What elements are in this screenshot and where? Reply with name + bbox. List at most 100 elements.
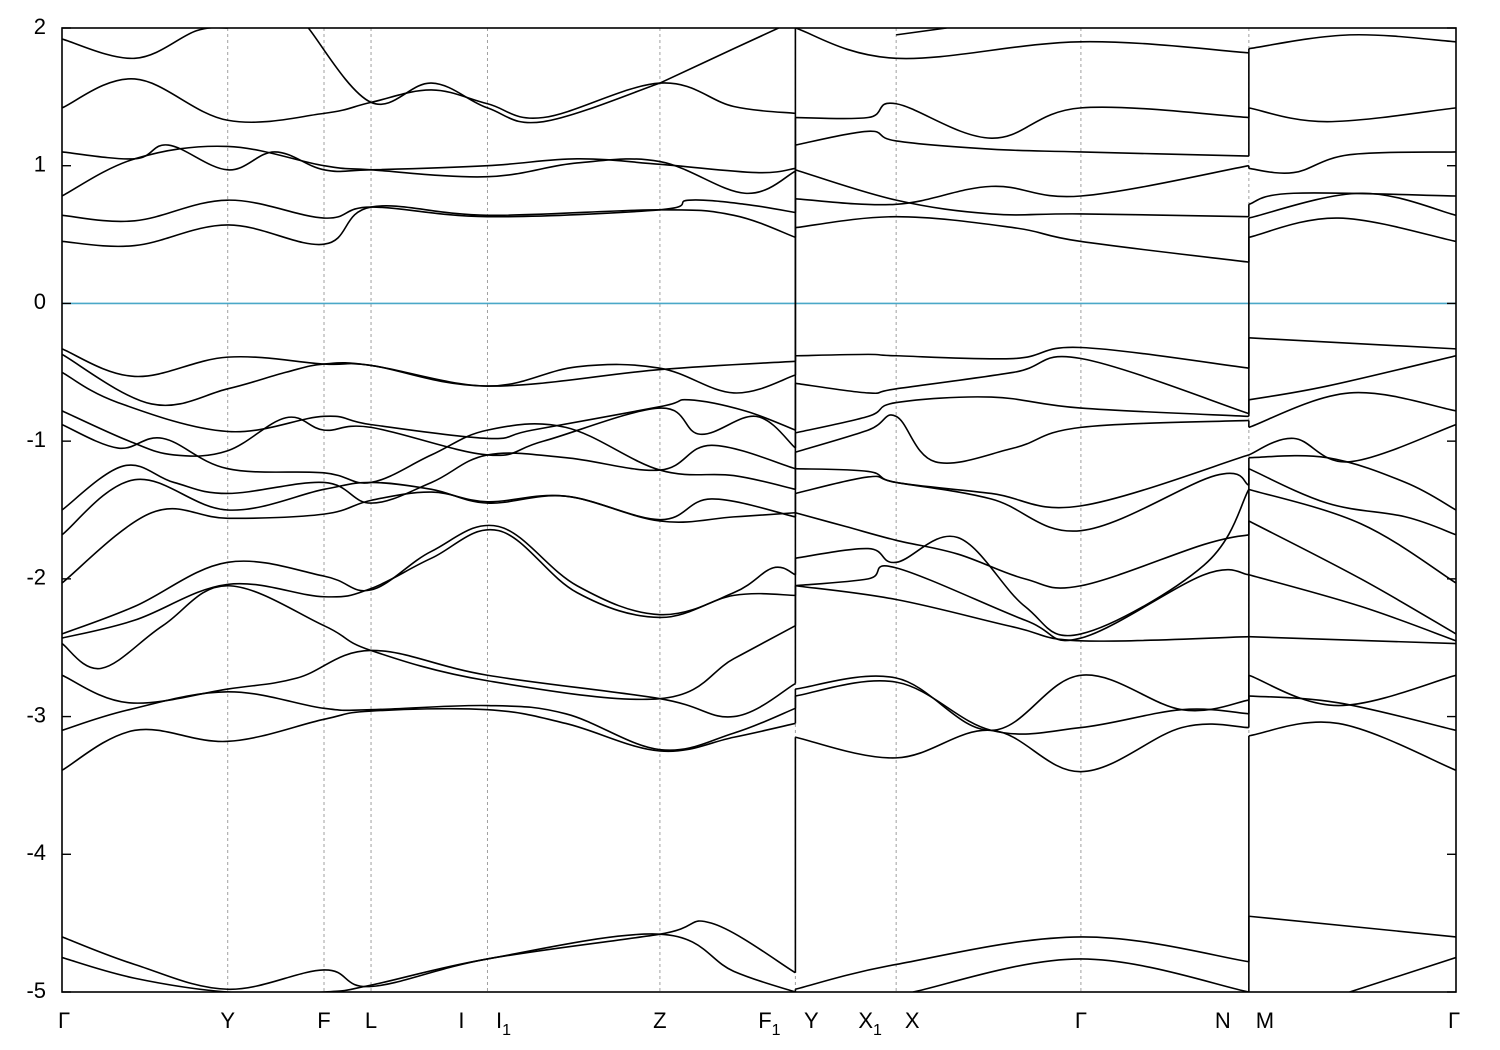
x-tick-label: Γ: [1075, 1008, 1087, 1033]
band-line-21: [62, 28, 228, 60]
vertical-gridlines: [227, 28, 1250, 992]
band-line-55: [1248, 635, 1456, 645]
band-line-48: [1248, 391, 1456, 429]
band-line-59: [1248, 915, 1456, 938]
band-line-39: [795, 215, 1249, 263]
kpoint-label: Γ: [1075, 1008, 1087, 1033]
y-tick-label: 1: [34, 152, 46, 177]
band-line-1: [62, 353, 796, 407]
band-line-2: [62, 371, 796, 440]
kpoint-label: Y: [220, 1008, 235, 1033]
band-line-47: [1248, 354, 1456, 401]
kpoint-label: F: [317, 1008, 330, 1033]
y-tick-label: -5: [26, 978, 46, 1003]
band-line-7: [62, 491, 796, 584]
kpoint-subscript: 1: [873, 1022, 882, 1039]
band-line-6: [62, 478, 796, 536]
band-line-61: [1248, 217, 1456, 243]
x-tick-label: Γ: [1448, 1008, 1460, 1033]
x-tick-label: N: [1215, 1008, 1231, 1033]
band-line-4: [62, 422, 796, 491]
band-line-64: [1248, 151, 1456, 174]
band-line-5: [62, 444, 796, 511]
y-tick-label: 0: [34, 289, 46, 314]
band-line-58: [1248, 721, 1456, 772]
band-curves: [62, 28, 1456, 992]
band-line-25: [795, 355, 1250, 415]
y-tick-label: -3: [26, 702, 46, 727]
band-line-29: [795, 472, 1250, 532]
band-line-15: [62, 933, 796, 992]
kpoint-label: I: [496, 1008, 502, 1033]
band-line-51: [1248, 467, 1456, 536]
kpoint-label: X: [905, 1008, 920, 1033]
kpoint-label: N: [1215, 1008, 1231, 1033]
band-line-20: [62, 78, 796, 124]
band-line-8: [62, 524, 796, 635]
plot-frame: [61, 27, 1457, 993]
x-tick-label: F1: [758, 1008, 780, 1039]
band-line-22: [307, 28, 661, 124]
band-line-45: [896, 28, 947, 36]
band-line-10: [62, 584, 796, 701]
band-line-12: [62, 690, 796, 752]
y-tick-label: 2: [34, 14, 46, 39]
band-line-50: [1248, 454, 1456, 511]
band-line-41: [795, 169, 1249, 218]
x-tick-label: X1: [858, 1008, 882, 1039]
kpoint-label: M: [1256, 1008, 1274, 1033]
band-line-53: [1248, 520, 1456, 635]
band-line-31: [795, 488, 1250, 637]
band-line-36: [795, 723, 1249, 773]
band-line-13: [62, 707, 796, 771]
x-tick-label: X: [905, 1008, 920, 1033]
band-line-65: [1248, 107, 1456, 123]
band-line-54: [1248, 573, 1456, 642]
band-line-0: [62, 348, 796, 387]
kpoint-label: L: [365, 1008, 377, 1033]
band-line-14: [62, 920, 796, 991]
band-line-57: [1248, 695, 1456, 732]
x-tick-label: Z: [653, 1008, 666, 1033]
band-line-33: [795, 584, 1249, 642]
x-tick-label: I1: [496, 1008, 511, 1039]
band-line-32: [795, 565, 1249, 642]
band-line-19: [62, 144, 796, 174]
x-tick-label: L: [365, 1008, 377, 1033]
band-line-66: [1248, 33, 1456, 50]
band-line-63: [1248, 192, 1456, 206]
band-line-30: [795, 511, 1250, 589]
band-line-43: [795, 102, 1249, 139]
x-tick-label: I: [458, 1008, 464, 1033]
kpoint-label: Γ: [1448, 1008, 1460, 1033]
kpoint-label: Γ: [58, 1008, 70, 1033]
band-line-42: [795, 130, 1249, 157]
band-line-18: [62, 145, 796, 197]
band-line-9: [62, 528, 796, 639]
band-line-26: [795, 396, 1249, 434]
kpoint-label: Z: [653, 1008, 666, 1033]
kpoint-label: F: [758, 1008, 771, 1033]
x-tick-label: Y: [804, 1008, 819, 1033]
band-line-56: [1248, 674, 1456, 707]
y-tick-label: -2: [26, 565, 46, 590]
kpoint-subscript: 1: [502, 1022, 511, 1039]
band-line-28: [795, 454, 1250, 509]
kpoint-label: I: [458, 1008, 464, 1033]
band-line-23: [659, 28, 779, 84]
x-tick-label: Y: [220, 1008, 235, 1033]
band-line-17: [62, 199, 796, 223]
band-line-38: [912, 958, 1250, 992]
y-tick-label: -1: [26, 427, 46, 452]
band-line-44: [795, 28, 1249, 60]
x-tick-label: Γ: [58, 1008, 70, 1033]
band-line-24: [795, 346, 1249, 369]
band-line-60: [1349, 956, 1456, 992]
band-line-34: [795, 674, 1249, 732]
band-line-46: [1248, 337, 1456, 350]
kpoint-subscript: 1: [772, 1022, 781, 1039]
band-line-3: [62, 407, 796, 457]
y-axis-ticks: 2 1 0 -1 -2 -3 -4 -5: [26, 14, 1456, 1003]
band-line-52: [1248, 488, 1456, 584]
